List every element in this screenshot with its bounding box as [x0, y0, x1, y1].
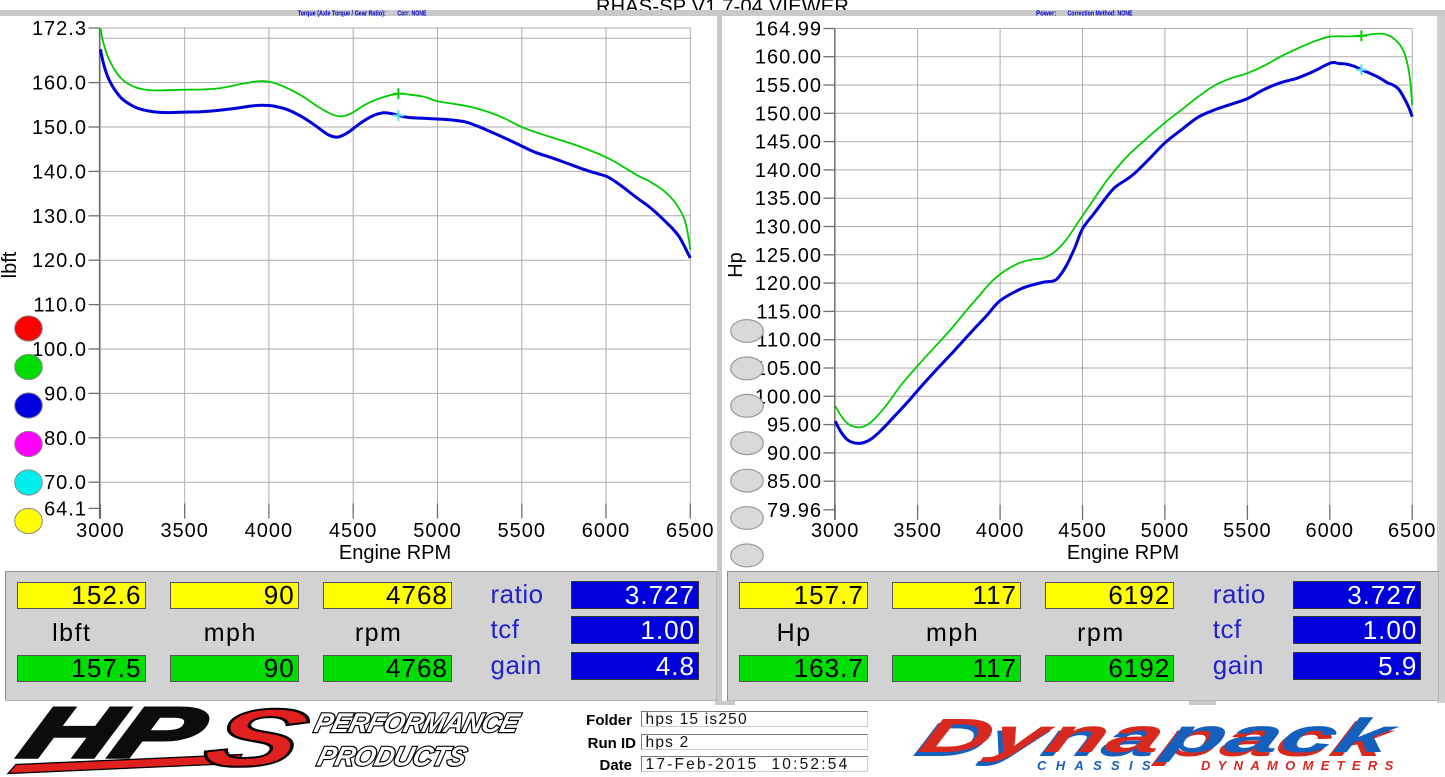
- svg-text:CHASSIS: CHASSIS: [1037, 758, 1160, 773]
- svg-text:Dyna: Dyna: [908, 713, 1169, 767]
- svg-text:3500: 3500: [893, 520, 942, 542]
- svg-text:80.0: 80.0: [44, 428, 87, 450]
- svg-text:DYNAMOMETERS: DYNAMOMETERS: [1201, 758, 1401, 773]
- svg-text:5000: 5000: [413, 520, 462, 542]
- svg-text:PERFORMANCE: PERFORMANCE: [312, 707, 524, 738]
- svg-text:4500: 4500: [1058, 520, 1107, 542]
- svg-text:pack: pack: [1155, 709, 1408, 763]
- svg-text:140.0: 140.0: [32, 161, 87, 183]
- svg-text:Correction Method: NONE: Correction Method: NONE: [1068, 8, 1133, 17]
- svg-text:lbft: lbft: [0, 251, 21, 278]
- svg-text:pack: pack: [1150, 713, 1403, 767]
- svg-text:100.0: 100.0: [32, 339, 87, 361]
- svg-text:130.00: 130.00: [755, 217, 822, 239]
- svg-text:Dyna: Dyna: [912, 709, 1173, 763]
- svg-text:105.00: 105.00: [755, 358, 822, 380]
- svg-text:6500: 6500: [1388, 520, 1437, 542]
- svg-text:164.99: 164.99: [755, 19, 822, 41]
- svg-text:120.00: 120.00: [755, 273, 822, 295]
- svg-text:Hp: Hp: [725, 252, 747, 278]
- svg-text:4000: 4000: [976, 520, 1025, 542]
- svg-text:120.0: 120.0: [32, 250, 87, 272]
- svg-text:Engine RPM: Engine RPM: [1067, 542, 1179, 564]
- svg-text:90.0: 90.0: [44, 383, 87, 405]
- svg-text:100.00: 100.00: [755, 386, 822, 408]
- svg-text:Engine RPM: Engine RPM: [339, 542, 451, 564]
- svg-text:172.3: 172.3: [32, 18, 87, 40]
- svg-text:Torque (Axle Torque / Gear Rat: Torque (Axle Torque / Gear Ratio):: [298, 8, 386, 17]
- svg-text:160.00: 160.00: [755, 47, 822, 69]
- svg-text:3000: 3000: [811, 520, 860, 542]
- svg-text:70.0: 70.0: [44, 472, 87, 494]
- svg-text:5000: 5000: [1141, 520, 1190, 542]
- svg-text:145.00: 145.00: [755, 132, 822, 154]
- svg-text:6000: 6000: [1306, 520, 1355, 542]
- svg-text:6500: 6500: [666, 520, 715, 542]
- svg-text:64.1: 64.1: [44, 498, 87, 520]
- svg-text:85.00: 85.00: [767, 471, 822, 493]
- svg-text:150.00: 150.00: [755, 103, 822, 125]
- svg-text:4000: 4000: [245, 520, 294, 542]
- svg-text:3500: 3500: [160, 520, 209, 542]
- svg-text:115.00: 115.00: [756, 301, 822, 323]
- svg-text:135.00: 135.00: [755, 188, 822, 210]
- svg-text:110.0: 110.0: [33, 295, 87, 317]
- svg-text:125.00: 125.00: [755, 245, 822, 267]
- svg-text:95.00: 95.00: [767, 415, 822, 437]
- svg-text:PRODUCTS: PRODUCTS: [315, 741, 470, 772]
- svg-text:130.0: 130.0: [32, 206, 87, 228]
- svg-text:Power:: Power:: [1036, 8, 1057, 17]
- svg-text:5500: 5500: [1223, 520, 1272, 542]
- svg-text:HP: HP: [10, 693, 218, 773]
- svg-text:90.00: 90.00: [767, 443, 822, 465]
- svg-text:79.96: 79.96: [767, 500, 822, 522]
- svg-text:4500: 4500: [329, 520, 378, 542]
- svg-text:Corr: NONE: Corr: NONE: [397, 8, 426, 17]
- svg-text:155.00: 155.00: [755, 75, 822, 97]
- svg-text:140.00: 140.00: [755, 160, 822, 182]
- svg-text:3000: 3000: [76, 520, 125, 542]
- svg-text:5500: 5500: [498, 520, 547, 542]
- svg-text:6000: 6000: [582, 520, 631, 542]
- svg-text:110.00: 110.00: [756, 330, 822, 352]
- svg-text:150.0: 150.0: [32, 117, 87, 139]
- svg-text:160.0: 160.0: [32, 73, 87, 95]
